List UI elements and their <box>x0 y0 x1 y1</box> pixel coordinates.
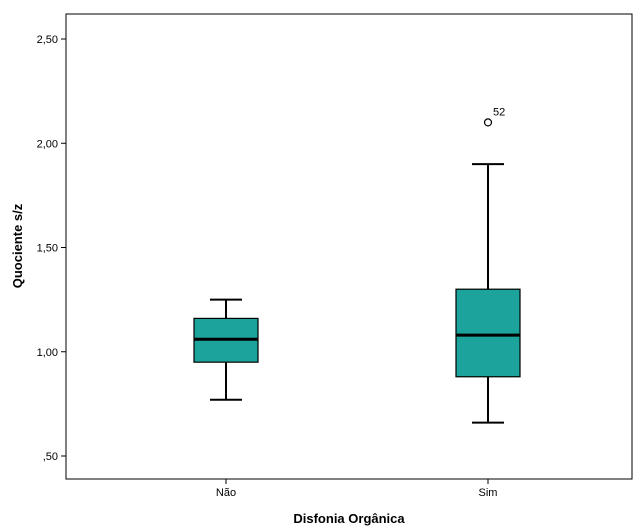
x-axis: Não Sim <box>216 479 498 499</box>
iqr-box <box>455 288 521 378</box>
y-tick-label: 1,00 <box>37 347 58 359</box>
x-axis-title: Disfonia Orgânica <box>293 511 405 526</box>
x-tick-label: Sim <box>479 487 498 499</box>
outlier-label: 52 <box>493 106 505 118</box>
y-axis-title: Quociente s/z <box>10 203 25 288</box>
y-tick-label: 2,50 <box>37 34 58 46</box>
y-tick-label: 1,50 <box>37 243 58 255</box>
outlier-point <box>483 118 493 127</box>
y-tick-label: ,50 <box>43 451 58 463</box>
y-tick-label: 2,00 <box>37 138 58 150</box>
boxes: 52 <box>193 106 521 424</box>
x-tick-label: Não <box>216 487 236 499</box>
plot-frame <box>65 13 633 480</box>
y-axis: ,50 1,00 1,50 2,00 2,50 <box>37 34 66 463</box>
box-1: 52 <box>455 106 521 424</box>
box-0 <box>193 298 259 401</box>
